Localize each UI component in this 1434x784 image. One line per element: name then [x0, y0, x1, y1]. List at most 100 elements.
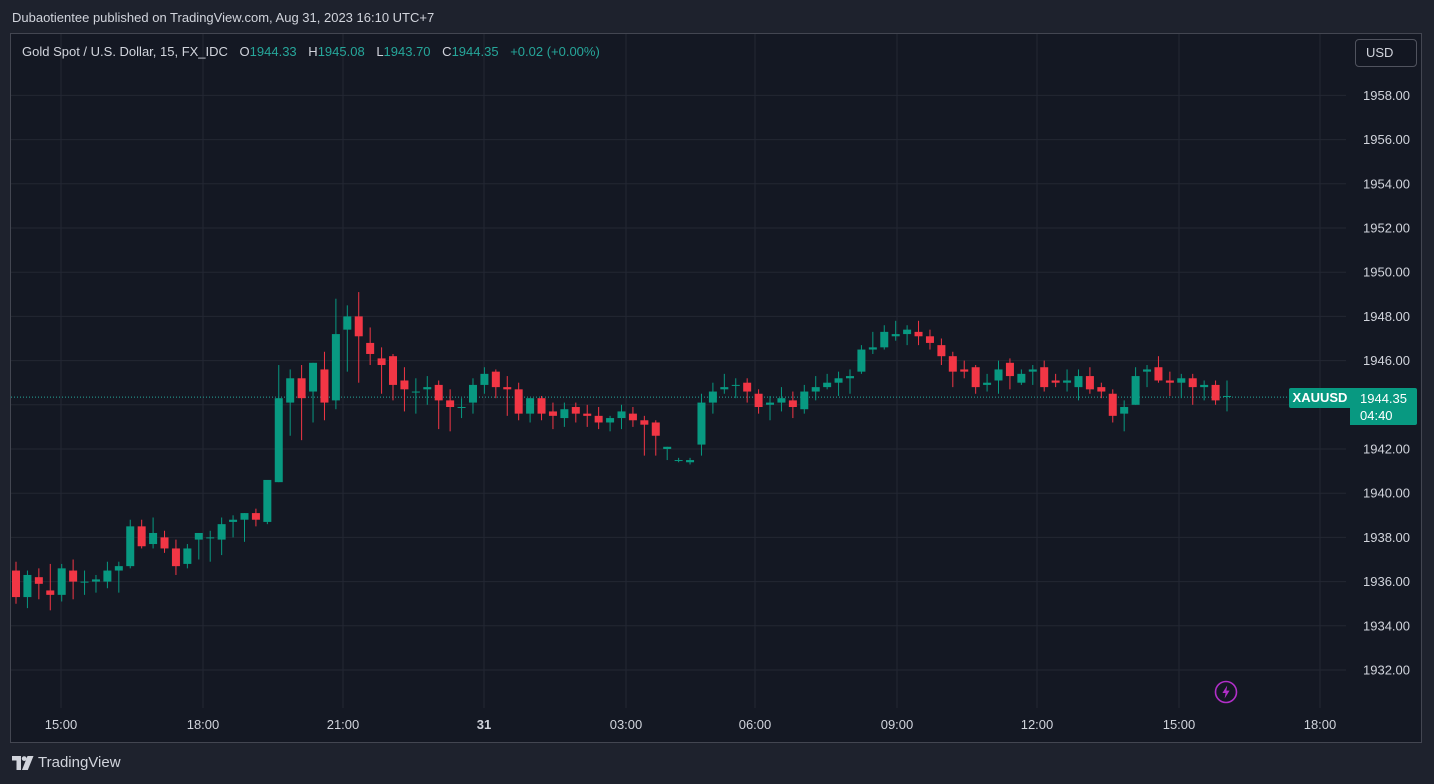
candle-body	[1200, 384, 1209, 388]
chart-frame[interactable]	[10, 33, 1422, 743]
candle-body	[720, 387, 729, 390]
candle-body	[903, 329, 912, 335]
candle-body	[331, 334, 340, 401]
currency-button[interactable]: USD	[1355, 39, 1417, 67]
candle-body	[103, 570, 112, 582]
candle-body	[663, 446, 672, 449]
candle-body	[1177, 378, 1186, 383]
candle-body	[891, 334, 900, 337]
candle-body	[480, 373, 489, 385]
candle-body	[526, 398, 535, 414]
close-label: C	[442, 44, 452, 59]
lightning-icon[interactable]	[1214, 680, 1238, 704]
change-value: +0.02 (+0.00%)	[510, 44, 600, 59]
time-axis-label: 06:00	[739, 717, 772, 732]
candle-body	[411, 391, 420, 393]
candle-body	[1211, 384, 1220, 401]
candle-body	[754, 393, 763, 408]
candle-body	[937, 345, 946, 357]
open-value: 1944.33	[249, 44, 297, 59]
candle-body	[1005, 362, 1014, 377]
candle-body	[1108, 393, 1117, 416]
candle-body	[971, 367, 980, 388]
published-header: Dubaotientee published on TradingView.co…	[12, 10, 435, 25]
current-price-tag: XAUUSD 1944.35 04:40	[1289, 388, 1417, 425]
candle-body	[766, 402, 775, 405]
candle-body	[297, 378, 306, 399]
candle-body	[1051, 380, 1060, 383]
candle-body	[1131, 376, 1140, 405]
candle-body	[548, 411, 557, 416]
candle-body	[1017, 373, 1026, 383]
candle-body	[640, 420, 649, 425]
candle-body	[457, 407, 466, 409]
instrument-name: Gold Spot / U.S. Dollar, 15, FX_IDC	[22, 44, 228, 59]
open-label: O	[239, 44, 250, 59]
candle-body	[606, 418, 615, 423]
candle-body	[320, 369, 329, 403]
candle-body	[857, 349, 866, 372]
high-label: H	[308, 44, 318, 59]
candle-body	[80, 581, 89, 583]
candle-body	[446, 400, 455, 408]
candle-body	[834, 378, 843, 383]
candle-body	[697, 402, 706, 445]
price-axis-label: 1948.00	[1363, 309, 1410, 324]
candle-body	[708, 391, 717, 403]
candle-body	[811, 387, 820, 392]
price-axis-label: 1936.00	[1363, 574, 1410, 589]
candle-body	[240, 513, 249, 520]
price-axis-label: 1956.00	[1363, 132, 1410, 147]
time-axis-label: 31	[477, 717, 491, 732]
candle-body	[183, 548, 192, 564]
candle-body	[800, 391, 809, 410]
candle-body	[880, 331, 889, 348]
candle-body	[389, 356, 398, 385]
candle-body	[137, 526, 146, 547]
candle-body	[23, 574, 32, 598]
candle-body	[126, 526, 135, 567]
candle-body	[114, 566, 123, 571]
candle-body	[948, 356, 957, 372]
candle-body	[274, 398, 283, 483]
tradingview-brand: TradingView	[12, 754, 121, 771]
price-axis-label: 1932.00	[1363, 663, 1410, 678]
candle-body	[1085, 376, 1094, 390]
close-value: 1944.35	[451, 44, 499, 59]
candle-body	[366, 342, 375, 354]
price-tag-countdown: 04:40	[1360, 408, 1393, 423]
time-axis-label: 03:00	[610, 717, 643, 732]
candle-body	[1097, 387, 1106, 392]
candle-body	[1040, 367, 1049, 388]
price-axis-label: 1950.00	[1363, 265, 1410, 280]
candle-body	[434, 384, 443, 401]
time-axis-label: 18:00	[1304, 717, 1337, 732]
candle-body	[731, 384, 740, 386]
time-axis-label: 15:00	[45, 717, 78, 732]
candle-body	[206, 537, 215, 539]
price-axis-label: 1942.00	[1363, 442, 1410, 457]
candle-body	[537, 398, 546, 414]
candle-body	[34, 577, 43, 584]
candle-body	[743, 382, 752, 392]
time-axis-label: 15:00	[1163, 717, 1196, 732]
candle-body	[400, 380, 409, 390]
candle-body	[617, 411, 626, 419]
candle-body	[69, 570, 78, 582]
candle-body	[217, 524, 226, 540]
price-axis-label: 1938.00	[1363, 530, 1410, 545]
candle-body	[343, 316, 352, 330]
candle-body	[491, 371, 500, 388]
low-value: 1943.70	[383, 44, 431, 59]
candle-body	[194, 532, 203, 540]
price-axis-label: 1946.00	[1363, 353, 1410, 368]
price-tag-box: 1944.35 04:40	[1350, 388, 1417, 425]
candle-body	[845, 376, 854, 379]
candle-body	[377, 358, 386, 366]
candle-body	[1154, 367, 1163, 381]
high-value: 1945.08	[317, 44, 365, 59]
brand-name: TradingView	[38, 754, 121, 771]
ohlc-legend: Gold Spot / U.S. Dollar, 15, FX_IDC O194…	[22, 44, 600, 59]
candle-body	[91, 579, 100, 582]
